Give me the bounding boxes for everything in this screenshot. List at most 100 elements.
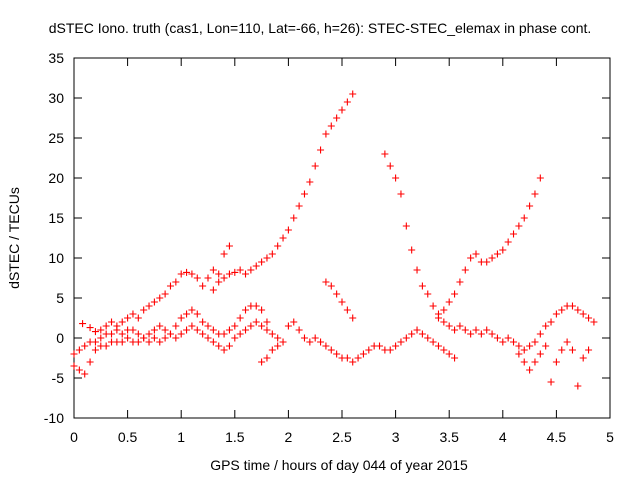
data-point xyxy=(322,278,330,286)
data-point xyxy=(418,330,426,338)
data-point xyxy=(408,246,416,254)
data-point xyxy=(349,90,357,98)
data-point xyxy=(504,238,512,246)
data-point xyxy=(386,162,394,170)
data-point xyxy=(145,338,153,346)
data-point xyxy=(413,266,421,274)
data-point xyxy=(247,322,255,330)
data-point xyxy=(520,358,528,366)
data-point xyxy=(79,320,87,328)
data-point xyxy=(295,326,303,334)
data-point xyxy=(97,334,105,342)
data-point xyxy=(258,322,266,330)
data-point xyxy=(199,330,207,338)
data-point xyxy=(215,270,223,278)
data-point xyxy=(461,266,469,274)
data-point xyxy=(424,334,432,342)
data-point xyxy=(568,346,576,354)
data-point xyxy=(209,266,217,274)
data-point xyxy=(585,346,593,354)
data-point xyxy=(284,322,292,330)
data-point xyxy=(145,302,153,310)
data-point xyxy=(209,326,217,334)
data-point xyxy=(317,338,325,346)
data-point xyxy=(520,346,528,354)
data-point xyxy=(424,290,432,298)
data-point xyxy=(488,254,496,262)
data-point xyxy=(204,334,212,342)
data-point xyxy=(290,214,298,222)
data-point xyxy=(215,278,223,286)
data-point xyxy=(188,270,196,278)
data-point xyxy=(504,334,512,342)
data-point xyxy=(376,342,384,350)
data-point xyxy=(252,262,260,270)
data-point xyxy=(86,324,94,332)
data-point xyxy=(536,350,544,358)
y-tick-label: -10 xyxy=(44,410,64,426)
data-point xyxy=(134,314,142,322)
data-point xyxy=(70,350,78,358)
data-point xyxy=(579,354,587,362)
data-point xyxy=(531,338,539,346)
data-point xyxy=(515,222,523,230)
data-point xyxy=(166,282,174,290)
data-point xyxy=(440,346,448,354)
data-point xyxy=(279,338,287,346)
data-point xyxy=(343,98,351,106)
data-point xyxy=(177,270,185,278)
data-point xyxy=(322,130,330,138)
data-point xyxy=(333,350,341,358)
data-point xyxy=(108,318,116,326)
y-tick-label: 5 xyxy=(56,290,64,306)
data-point xyxy=(108,330,116,338)
data-point xyxy=(445,298,453,306)
x-tick-label: 4.5 xyxy=(547,429,567,445)
x-tick-label: 3 xyxy=(392,429,400,445)
data-point xyxy=(129,310,137,318)
data-point xyxy=(585,314,593,322)
data-point xyxy=(231,334,239,342)
data-point xyxy=(263,326,271,334)
data-point xyxy=(451,354,459,362)
data-point xyxy=(177,314,185,322)
y-tick-label: 20 xyxy=(48,170,64,186)
data-point xyxy=(327,282,335,290)
data-point xyxy=(333,290,341,298)
data-point xyxy=(547,318,555,326)
data-point xyxy=(172,278,180,286)
data-point xyxy=(161,334,169,342)
data-point xyxy=(574,382,582,390)
data-point xyxy=(429,302,437,310)
data-point xyxy=(150,334,158,342)
data-point xyxy=(220,250,228,258)
data-point xyxy=(408,330,416,338)
data-point xyxy=(526,342,534,350)
data-point xyxy=(402,222,410,230)
data-point xyxy=(386,346,394,354)
x-tick-label: 5 xyxy=(606,429,614,445)
series-8 xyxy=(515,338,593,390)
data-point xyxy=(225,326,233,334)
data-point xyxy=(456,278,464,286)
data-point xyxy=(322,342,330,350)
data-point xyxy=(220,274,228,282)
data-point xyxy=(129,326,137,334)
data-point xyxy=(440,318,448,326)
data-point xyxy=(231,268,239,276)
data-point xyxy=(392,342,400,350)
data-point xyxy=(140,306,148,314)
data-point xyxy=(263,354,271,362)
series-7 xyxy=(258,318,459,366)
data-point xyxy=(306,178,314,186)
data-point xyxy=(451,290,459,298)
data-point xyxy=(172,334,180,342)
data-points xyxy=(70,90,598,390)
data-point xyxy=(215,342,223,350)
data-point xyxy=(536,174,544,182)
data-point xyxy=(247,266,255,274)
data-point xyxy=(220,330,228,338)
data-point xyxy=(510,230,518,238)
data-point xyxy=(252,318,260,326)
data-point xyxy=(295,202,303,210)
